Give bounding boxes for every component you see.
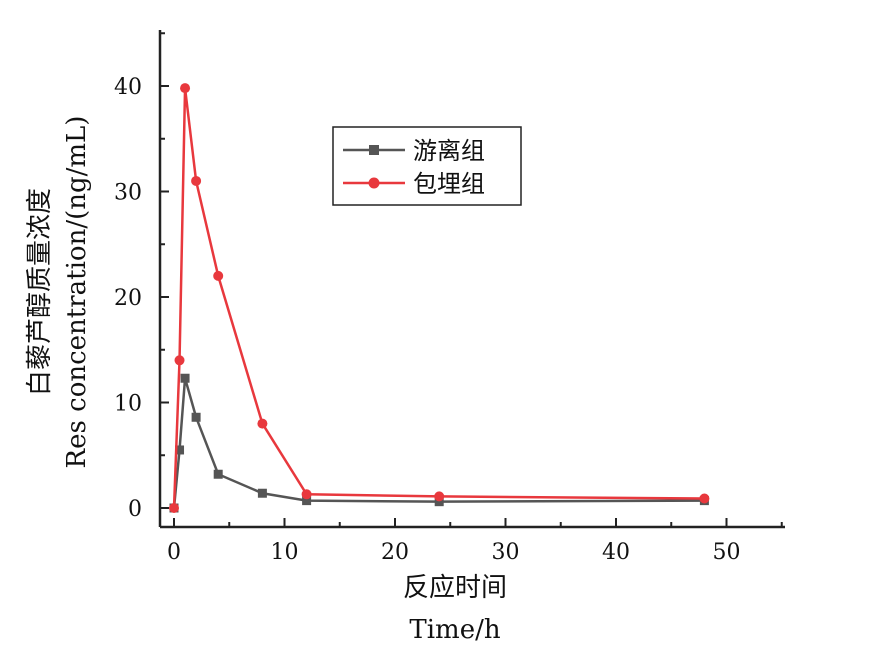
data-point xyxy=(191,412,201,422)
legend-label-free: 游离组 xyxy=(413,137,485,165)
data-point xyxy=(257,418,268,429)
data-point xyxy=(302,496,312,506)
data-point xyxy=(180,373,190,383)
x-axis-title-en: Time/h xyxy=(409,615,500,645)
legend-marker-encapsulated xyxy=(368,177,380,189)
data-point xyxy=(699,493,710,504)
x-tick-label: 20 xyxy=(381,540,409,565)
data-point xyxy=(434,491,445,502)
y-tick-label: 30 xyxy=(114,181,142,206)
data-point xyxy=(301,489,312,500)
x-tick-label: 0 xyxy=(167,540,181,565)
data-point xyxy=(213,270,224,281)
y-axis-title-cn: 白藜芦醇质量浓度 xyxy=(25,188,55,396)
data-point xyxy=(257,488,267,498)
data-point xyxy=(434,497,444,507)
y-tick-label: 20 xyxy=(114,286,142,311)
axes: 0 10 20 30 40 50 0 10 20 30 40 xyxy=(114,30,785,565)
legend-label-encapsulated: 包埋组 xyxy=(413,170,485,198)
data-point xyxy=(174,355,185,366)
y-axis-title-en: Res concentration/(ng/mL) xyxy=(62,116,92,469)
x-tick-label: 50 xyxy=(713,540,741,565)
x-tick-label: 40 xyxy=(602,540,630,565)
plot-area xyxy=(169,83,710,513)
x-tick-label: 30 xyxy=(492,540,520,565)
data-point xyxy=(169,503,179,513)
y-tick-label: 0 xyxy=(128,497,142,522)
legend-box xyxy=(332,126,522,206)
y-tick-label: 10 xyxy=(114,392,142,417)
x-axis-title-cn: 反应时间 xyxy=(403,573,507,603)
y-tick-label: 40 xyxy=(114,75,142,100)
data-point xyxy=(175,445,185,455)
data-point xyxy=(213,469,223,479)
data-point xyxy=(180,83,191,94)
x-tick-label: 10 xyxy=(271,540,299,565)
data-point xyxy=(191,175,202,186)
legend-marker-free xyxy=(369,145,379,155)
legend: 游离组 包埋组 xyxy=(332,126,522,206)
